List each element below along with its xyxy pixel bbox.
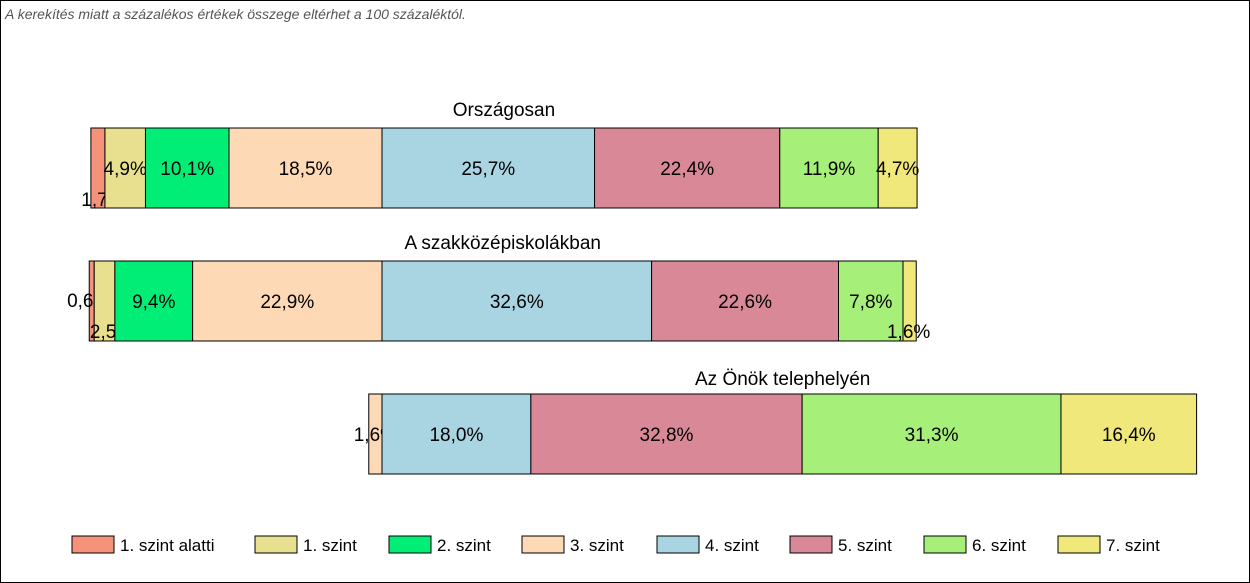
data-label: 9,4% xyxy=(132,292,175,313)
bar-segment xyxy=(381,127,596,209)
legend-swatch xyxy=(521,535,565,554)
data-label: 11,9% xyxy=(803,159,856,180)
legend-swatch xyxy=(71,535,115,554)
legend-swatch xyxy=(789,535,833,554)
bar-segment xyxy=(594,127,781,209)
data-label: 22,4% xyxy=(660,159,714,180)
data-label: 4,9% xyxy=(104,159,147,180)
data-label: 18,0% xyxy=(429,425,483,446)
legend-swatch xyxy=(254,535,298,554)
group-title: Országosan xyxy=(453,100,555,121)
data-label: 1,6% xyxy=(887,322,930,343)
data-label: 18,5% xyxy=(279,159,333,180)
legend-label: 3. szint xyxy=(570,536,624,555)
data-label: 7,8% xyxy=(849,292,892,313)
data-label: 25,7% xyxy=(461,159,515,180)
bar-segment xyxy=(902,260,917,342)
legend-swatch xyxy=(1057,535,1101,554)
group-title: A szakközépiskolákban xyxy=(405,233,601,254)
data-label: 32,6% xyxy=(490,292,544,313)
legend-label: 2. szint xyxy=(437,536,491,555)
data-label: 32,8% xyxy=(640,425,694,446)
bar-segment xyxy=(877,127,918,209)
legend-label: 1. szint alatti xyxy=(120,536,215,555)
data-label: 22,9% xyxy=(260,292,314,313)
bar-segment xyxy=(114,260,194,342)
group-title: Az Önök telephelyén xyxy=(695,369,870,390)
bar-segment xyxy=(381,260,653,342)
bar-segment xyxy=(144,127,230,209)
legend-label: 5. szint xyxy=(838,536,892,555)
data-label: 16,4% xyxy=(1102,425,1156,446)
data-label: 10,1% xyxy=(160,159,214,180)
legend-swatch xyxy=(923,535,967,554)
data-label: 22,6% xyxy=(718,292,772,313)
legend-label: 4. szint xyxy=(705,536,759,555)
data-label: 4,7% xyxy=(876,159,919,180)
bar-segment xyxy=(838,260,904,342)
legend-label: 1. szint xyxy=(303,536,357,555)
legend-label: 6. szint xyxy=(972,536,1026,555)
legend-label: 7. szint xyxy=(1106,536,1160,555)
bar-segment xyxy=(651,260,840,342)
bar-segment xyxy=(1060,393,1198,475)
bar-segment xyxy=(381,393,532,475)
bar-segment xyxy=(530,393,803,475)
bar-segment xyxy=(801,393,1062,475)
bar-segment xyxy=(779,127,879,209)
bar-segment xyxy=(104,127,146,209)
rounding-note: A kerekítés miatt a százalékos értékek ö… xyxy=(5,6,466,22)
data-label: 31,3% xyxy=(905,425,959,446)
bar-segment xyxy=(192,260,383,342)
legend-swatch xyxy=(388,535,432,554)
legend-swatch xyxy=(656,535,700,554)
